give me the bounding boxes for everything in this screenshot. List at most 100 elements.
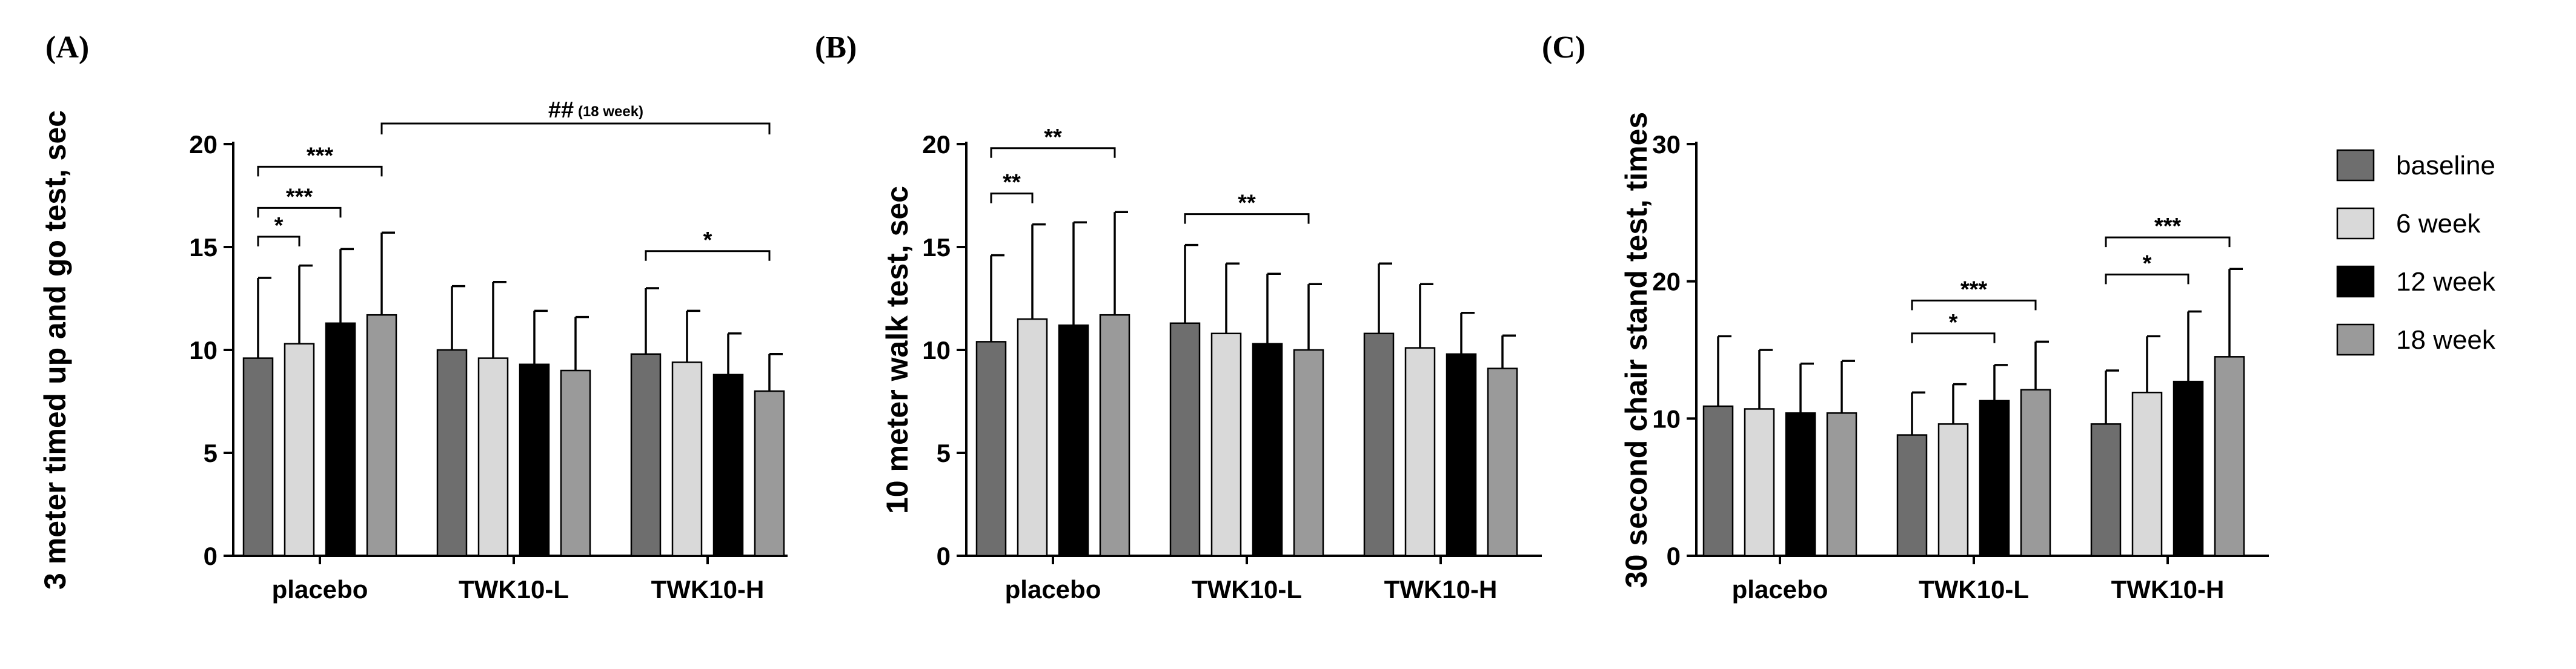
cross-group-label: ## — [548, 97, 574, 123]
y-axis-label: 3 meter timed up and go test, sec — [38, 110, 72, 590]
significance-label: * — [2143, 251, 2152, 276]
bar-twk10-h-18-week — [1487, 367, 1518, 557]
significance-bracket — [257, 165, 383, 177]
y-tick-label: 0 — [1667, 542, 1681, 570]
significance-bracket — [1184, 213, 1310, 224]
y-tick-label: 5 — [937, 439, 951, 467]
bar-twk10-l-baseline — [436, 349, 468, 557]
bar-twk10-h-12-week — [1446, 353, 1477, 557]
y-tick-label: 0 — [204, 542, 217, 570]
category-label: TWK10-H — [651, 575, 765, 604]
legend-label: 18 week — [2396, 325, 2496, 355]
significance-bracket — [990, 147, 1116, 158]
bar-twk10-l-12-week — [1979, 400, 2010, 557]
legend-label: baseline — [2396, 151, 2495, 180]
panel-letter: (C) — [1542, 30, 1585, 65]
bar-twk10-h-12-week — [2173, 380, 2204, 557]
bar-twk10-l-6-week — [1937, 423, 1969, 557]
bar-placebo-18-week — [1099, 314, 1130, 557]
legend-swatch-12-week — [2336, 265, 2375, 298]
bar-twk10-l-12-week — [1252, 343, 1283, 557]
legend-swatch-baseline — [2336, 149, 2375, 182]
significance-label: ** — [1003, 170, 1021, 196]
bar-twk10-l-12-week — [519, 363, 550, 557]
y-tick-label: 10 — [189, 336, 217, 364]
legend-label: 12 week — [2396, 267, 2496, 297]
bar-placebo-baseline — [1702, 405, 1734, 557]
significance-bracket — [1911, 299, 2037, 311]
cross-group-bracket — [380, 122, 771, 134]
bar-placebo-6-week — [284, 343, 315, 557]
panel-2: (B) 10 meter walk test, sec 0 5 10 15 20 placeb… — [815, 30, 1542, 604]
y-tick-label: 15 — [189, 233, 217, 262]
bar-twk10-l-18-week — [2020, 389, 2051, 557]
panel-letter: (A) — [45, 30, 89, 65]
legend-label: 6 week — [2396, 209, 2481, 239]
significance-label: *** — [1960, 277, 1988, 302]
y-tick-label: 20 — [189, 130, 217, 159]
y-tick-label: 0 — [937, 542, 951, 570]
significance-label: *** — [286, 184, 313, 209]
significance-label: * — [703, 228, 712, 253]
significance-bracket — [1911, 332, 1996, 343]
bar-twk10-l-18-week — [560, 369, 591, 557]
category-label: TWK10-L — [1192, 575, 1302, 604]
bar-twk10-h-baseline — [630, 353, 662, 557]
bar-twk10-l-6-week — [1210, 332, 1242, 557]
significance-bracket — [990, 193, 1034, 203]
significance-bracket — [645, 250, 771, 261]
bar-twk10-h-baseline — [2090, 423, 2122, 557]
panel-1: (A) 3 meter timed up and go test, sec 0 5 10… — [38, 30, 788, 604]
significance-label: * — [1949, 310, 1958, 335]
bar-placebo-6-week — [1017, 318, 1048, 557]
category-label: placebo — [272, 575, 368, 604]
category-label: placebo — [1732, 575, 1828, 604]
bar-placebo-18-week — [1826, 412, 1857, 557]
significance-label: *** — [307, 143, 334, 168]
legend-swatch-6-week — [2336, 207, 2375, 240]
bar-twk10-h-18-week — [2214, 356, 2245, 557]
y-tick-label: 20 — [1652, 268, 1681, 296]
y-tick-label: 15 — [922, 233, 951, 262]
y-tick-label: 20 — [922, 130, 951, 159]
significance-label: *** — [2154, 214, 2182, 239]
y-tick-label: 10 — [1652, 404, 1681, 433]
significance-bracket — [257, 206, 342, 218]
bar-twk10-h-baseline — [1363, 332, 1395, 557]
bar-placebo-baseline — [242, 357, 274, 557]
bar-twk10-h-6-week — [2131, 392, 2163, 557]
legend: baseline 6 week 12 week 18 week — [2336, 149, 2496, 356]
significance-bracket — [2105, 236, 2231, 248]
panel-3: (C) 30 second chair stand test, times 0 10 2… — [1542, 30, 2269, 604]
bar-twk10-l-6-week — [477, 357, 509, 557]
bar-twk10-l-18-week — [1293, 349, 1324, 557]
bar-twk10-l-baseline — [1169, 322, 1201, 557]
cross-group-note: (18 week) — [578, 104, 643, 120]
bar-twk10-h-6-week — [671, 361, 703, 557]
bar-placebo-baseline — [975, 341, 1007, 557]
y-tick-label: 5 — [204, 439, 217, 467]
legend-swatch-18-week — [2336, 323, 2375, 356]
bar-placebo-6-week — [1744, 408, 1775, 557]
bar-placebo-12-week — [325, 322, 356, 557]
bar-twk10-h-18-week — [754, 390, 785, 557]
significance-bracket — [257, 236, 300, 246]
category-label: TWK10-H — [1384, 575, 1498, 604]
y-tick-label: 30 — [1652, 130, 1681, 159]
y-axis-label: 30 second chair stand test, times — [1619, 112, 1653, 588]
significance-label: ** — [1238, 191, 1256, 216]
category-label: TWK10-H — [2111, 575, 2225, 604]
bar-twk10-h-6-week — [1404, 347, 1436, 557]
bar-twk10-h-12-week — [712, 374, 744, 557]
bar-twk10-l-baseline — [1896, 434, 1928, 557]
category-label: TWK10-L — [1919, 575, 2029, 604]
category-label: placebo — [1005, 575, 1101, 604]
significance-label: * — [274, 213, 284, 239]
category-label: TWK10-L — [459, 575, 569, 604]
bar-placebo-12-week — [1058, 324, 1089, 557]
significance-bracket — [2105, 273, 2189, 285]
y-axis-label: 10 meter walk test, sec — [880, 186, 914, 514]
panel-letter: (B) — [815, 30, 857, 65]
bar-placebo-18-week — [366, 314, 397, 557]
